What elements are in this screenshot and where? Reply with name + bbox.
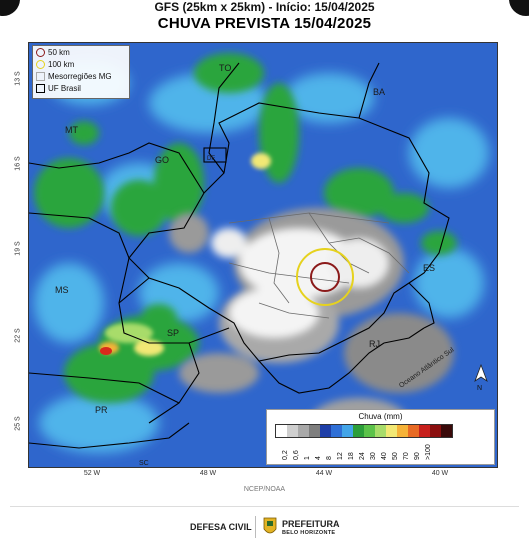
colorbar-title: Chuva (mm) — [358, 412, 403, 421]
colorbar-level-label: 90 — [414, 452, 421, 460]
footer-separator — [255, 516, 256, 538]
colorbar-level-label: 18 — [348, 452, 355, 460]
state-label-sp: SP — [167, 328, 179, 338]
legend-item-uf: UF Brasil — [33, 82, 129, 94]
colorbar-level-label: 50 — [392, 452, 399, 460]
colorbar-swatch — [397, 425, 408, 437]
colorbar-level-label: 8 — [326, 456, 333, 460]
lat-label-16s: 16 S — [14, 156, 22, 171]
legend-item-mesorregioes: Mesorregiões MG — [33, 70, 129, 82]
map-legend: 50 km 100 km Mesorregiões MG UF Brasil — [32, 45, 130, 99]
radius-100km-circle — [296, 248, 354, 306]
colorbar-swatch — [342, 425, 353, 437]
radius-50km-circle — [310, 262, 340, 292]
colorbar-swatch — [298, 425, 309, 437]
north-arrow-icon: N — [474, 363, 488, 392]
data-credit: NCEP/NOAA — [243, 486, 286, 493]
footer-divider — [10, 506, 519, 507]
state-label-ba: BA — [373, 87, 385, 97]
state-label-es: ES — [423, 263, 435, 273]
lon-label-40w: 40 W — [431, 470, 449, 477]
colorbar-swatch — [309, 425, 320, 437]
colorbar-level-label: 0,2 — [282, 450, 289, 460]
colorbar-swatch — [441, 425, 452, 437]
north-arrow-label: N — [477, 385, 482, 392]
colorbar-level-label: 1 — [304, 456, 311, 460]
colorbar-swatch — [276, 425, 287, 437]
prefeitura-crest-icon — [263, 517, 277, 534]
colorbar-swatches — [275, 424, 453, 438]
colorbar-level-label: 70 — [403, 452, 410, 460]
rain-peak-red — [100, 347, 112, 355]
legend-label: UF Brasil — [48, 83, 81, 93]
state-labels: TO BA MT GO DF MS ES SP RJ PR SC — [55, 63, 435, 467]
colorbar-level-label: 30 — [370, 452, 377, 460]
lat-label-13s: 13 S — [14, 71, 22, 86]
lat-label-22s: 22 S — [14, 328, 22, 343]
lon-label-52w: 52 W — [83, 470, 101, 477]
state-label-mt: MT — [65, 125, 78, 135]
state-label-to: TO — [219, 63, 231, 73]
colorbar-swatch — [287, 425, 298, 437]
colorbar-level-label: 4 — [315, 456, 322, 460]
legend-item-100km: 100 km — [33, 58, 129, 70]
lat-label-25s: 25 S — [14, 416, 22, 431]
colorbar-swatch — [364, 425, 375, 437]
circle-icon — [36, 59, 45, 69]
defesa-civil-logo-text: DEFESA CIVIL — [190, 522, 252, 532]
colorbar-level-label: >100 — [425, 444, 432, 460]
lon-label-44w: 44 W — [315, 470, 333, 477]
state-label-rj: RJ — [369, 339, 380, 349]
belo-horizonte-text: BELO HORIZONTE — [282, 530, 336, 536]
rain-forecast-map: TO BA MT GO DF MS ES SP RJ PR SC Oceano … — [28, 42, 498, 468]
model-subtitle: GFS (25km x 25km) - Início: 15/04/2025 — [154, 0, 375, 14]
map-canvas: TO BA MT GO DF MS ES SP RJ PR SC Oceano … — [29, 43, 497, 467]
page-title: CHUVA PREVISTA 15/04/2025 — [157, 15, 372, 32]
lat-label-19s: 19 S — [14, 241, 22, 256]
state-label-sc: SC — [139, 460, 149, 467]
colorbar-level-label: 12 — [337, 452, 344, 460]
prefeitura-text: PREFEITURA — [282, 519, 340, 529]
colorbar-swatch — [331, 425, 342, 437]
legend-item-50km: 50 km — [33, 46, 129, 58]
rain-colorbar: Chuva (mm) 0,2 0,6 1 4 8 12 18 24 30 40 50 70 90 >100 — [266, 409, 495, 465]
state-boundaries — [29, 62, 450, 449]
state-label-df: DF — [207, 156, 215, 162]
colorbar-swatch — [375, 425, 386, 437]
state-label-pr: PR — [95, 405, 108, 415]
colorbar-level-label: 24 — [359, 452, 366, 460]
lon-label-48w: 48 W — [199, 470, 217, 477]
legend-label: 100 km — [48, 59, 75, 69]
state-label-go: GO — [155, 155, 169, 165]
colorbar-level-label: 40 — [381, 452, 388, 460]
colorbar-swatch — [408, 425, 419, 437]
colorbar-swatch — [430, 425, 441, 437]
legend-label: Mesorregiões MG — [48, 71, 112, 81]
square-icon — [36, 71, 45, 81]
circle-icon — [36, 47, 45, 57]
colorbar-swatch — [419, 425, 430, 437]
colorbar-swatch — [386, 425, 397, 437]
state-label-ms: MS — [55, 285, 69, 295]
square-icon — [36, 83, 45, 93]
colorbar-swatch — [353, 425, 364, 437]
colorbar-swatch — [320, 425, 331, 437]
colorbar-level-label: 0,6 — [293, 450, 300, 460]
mesoregion-boundaries — [228, 212, 410, 319]
legend-label: 50 km — [48, 47, 70, 57]
